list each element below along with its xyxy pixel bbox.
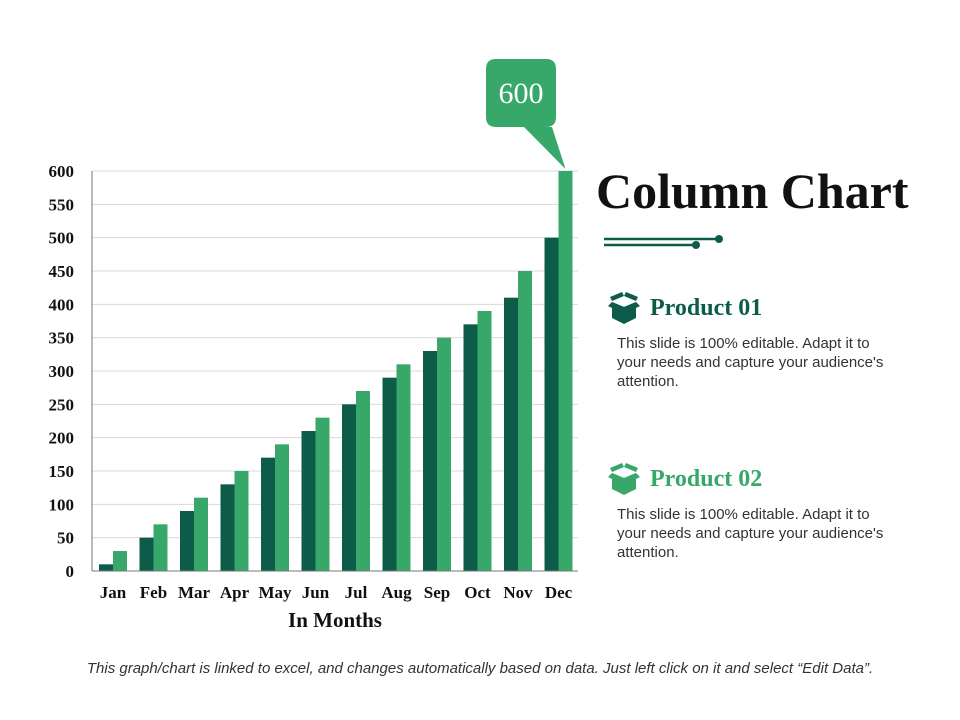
bar-product-01-sep [423, 351, 437, 571]
x-tick-label: Oct [464, 583, 491, 602]
y-tick-label: 100 [49, 495, 75, 514]
y-tick-label: 150 [49, 462, 75, 481]
bar-product-02-dec [558, 171, 573, 571]
bar-product-02-mar [194, 497, 208, 571]
bar-product-02-apr [234, 471, 249, 571]
footer-note: This graph/chart is linked to excel, and… [86, 660, 874, 677]
x-axis-label: In Months [288, 608, 382, 632]
callout-bubble [486, 59, 566, 169]
x-tick-label: Jan [100, 583, 127, 602]
bar-product-01-jul [342, 404, 356, 571]
x-tick-label: Mar [178, 583, 211, 602]
bar-product-02-oct [477, 311, 492, 571]
y-tick-label: 350 [49, 329, 75, 348]
x-tick-label: Aug [381, 583, 412, 602]
product-01-name: Product 01 [650, 294, 763, 321]
product-02-block: Product 02 This slide is 100% editable. … [606, 461, 906, 562]
bar-product-01-jan [99, 564, 113, 571]
product-02-description: This slide is 100% editable. Adapt it to… [617, 506, 884, 561]
y-tick-label: 50 [57, 529, 74, 548]
y-tick-label: 450 [49, 262, 75, 281]
page-title: Column Chart [596, 163, 909, 219]
box-icon [608, 292, 640, 324]
box-icon [608, 463, 640, 495]
bar-product-01-aug [382, 377, 397, 571]
bar-product-01-nov [504, 297, 518, 571]
x-tick-label: Jun [302, 583, 330, 602]
y-tick-label: 500 [49, 229, 75, 248]
bar-product-01-apr [220, 484, 235, 571]
x-tick-label: Dec [545, 583, 573, 602]
bar-product-02-jul [356, 391, 370, 571]
product-02-name: Product 02 [650, 465, 763, 492]
x-tick-label: Sep [424, 583, 450, 602]
bar-product-02-feb [153, 524, 168, 571]
y-tick-label: 200 [49, 429, 75, 448]
bar-product-01-oct [463, 324, 478, 571]
bar-product-01-feb [139, 537, 154, 571]
bar-product-01-mar [180, 511, 194, 571]
bar-product-01-may [261, 457, 275, 571]
bar-product-02-sep [437, 337, 451, 571]
value-callout: 600 [486, 59, 566, 169]
bar-product-01-dec [544, 237, 559, 571]
bar-product-02-jan [113, 551, 127, 571]
callout-label: 600 [499, 77, 544, 110]
product-01-block: Product 01 This slide is 100% editable. … [606, 290, 906, 391]
y-tick-label: 600 [49, 162, 75, 181]
bar-product-02-jun [315, 417, 330, 571]
bar-product-02-may [275, 444, 289, 571]
bar-product-02-aug [396, 364, 411, 571]
x-tick-label: Apr [220, 583, 250, 602]
y-axis-ticks: 0 50 100 150 200 250 300 350 400 450 500 550 600 [49, 162, 75, 581]
grid-lines [92, 170, 578, 539]
x-tick-label: Nov [503, 583, 533, 602]
x-tick-label: May [258, 583, 292, 602]
bar-product-01-jun [301, 431, 316, 571]
y-tick-label: 550 [49, 195, 75, 214]
x-tick-label: Feb [140, 583, 167, 602]
y-tick-label: 250 [49, 395, 75, 414]
bars [99, 171, 573, 571]
bar-product-02-nov [518, 271, 532, 571]
x-tick-label: Jul [345, 583, 368, 602]
y-tick-label: 400 [49, 295, 75, 314]
x-axis-ticks: Jan Feb Mar Apr May Jun Jul Aug Sep Oct Nov Dec [100, 583, 573, 602]
y-tick-label: 0 [66, 562, 75, 581]
title-divider [604, 235, 723, 249]
product-01-description: This slide is 100% editable. Adapt it to… [617, 335, 884, 390]
y-tick-label: 300 [49, 362, 75, 381]
column-chart: 0 50 100 150 200 250 300 350 400 450 500 550 600 Jan… [49, 59, 578, 632]
